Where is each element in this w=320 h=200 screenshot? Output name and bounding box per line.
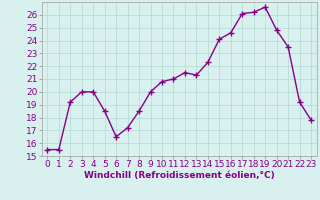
X-axis label: Windchill (Refroidissement éolien,°C): Windchill (Refroidissement éolien,°C): [84, 171, 275, 180]
